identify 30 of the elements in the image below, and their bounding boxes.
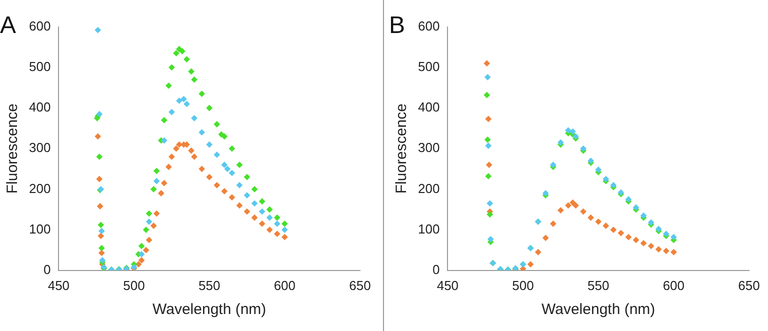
- x-tick-label: 450: [48, 278, 70, 293]
- chart-title: B: [389, 12, 406, 40]
- y-tick-label: 300: [418, 140, 440, 156]
- x-tick-label: 500: [123, 278, 145, 293]
- y-axis-title: Fluorescence: [4, 104, 22, 194]
- x-axis-title: Wavelength (nm): [152, 301, 266, 318]
- y-tick-label: 200: [28, 180, 51, 196]
- x-tick-label: 600: [274, 278, 296, 293]
- x-tick-label: 650: [349, 278, 371, 293]
- y-tick-label: 500: [418, 58, 440, 74]
- y-tick-label: 300: [28, 140, 51, 156]
- y-tick-label: 0: [43, 262, 51, 277]
- chart-title: A: [0, 12, 16, 40]
- y-tick-label: 600: [418, 18, 440, 34]
- x-axis-title: Wavelength (nm): [542, 301, 656, 318]
- y-tick-label: 600: [28, 18, 51, 34]
- y-tick-label: 0: [432, 262, 440, 277]
- x-tick-label: 650: [738, 278, 760, 293]
- y-axis-title: Fluorescence: [393, 104, 410, 194]
- y-tick-label: 100: [418, 221, 440, 236]
- y-tick-label: 100: [28, 221, 51, 236]
- y-tick-label: 400: [28, 100, 51, 115]
- x-tick-label: 450: [436, 278, 459, 293]
- x-tick-label: 500: [512, 278, 534, 293]
- x-tick-label: 550: [198, 278, 220, 293]
- y-tick-label: 200: [418, 180, 440, 196]
- y-tick-label: 400: [418, 100, 440, 115]
- y-tick-label: 500: [28, 58, 51, 74]
- x-tick-label: 550: [587, 278, 610, 293]
- x-tick-label: 600: [662, 278, 685, 293]
